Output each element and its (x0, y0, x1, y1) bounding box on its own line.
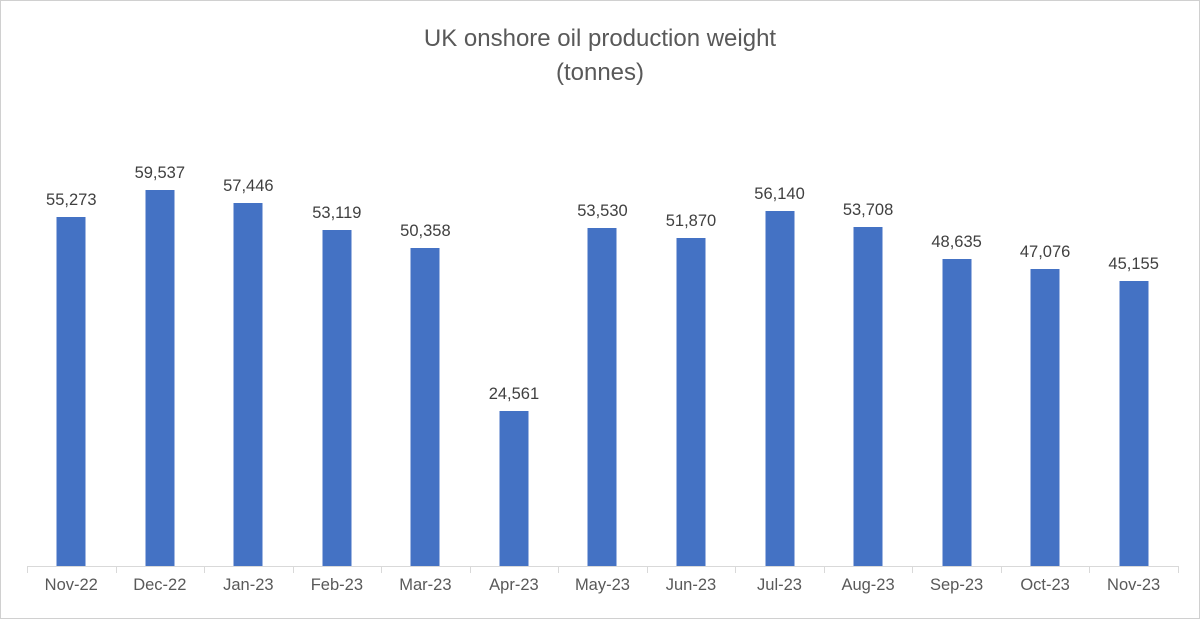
x-axis-label: Nov-22 (44, 576, 98, 594)
bar-Jul-23 (765, 211, 795, 566)
chart-title-block: UK onshore oil production weight (tonnes… (1, 22, 1199, 90)
x-axis-labels: Nov-22 Dec-22 Jan-23 Feb-23 Mar-23 Apr-23 May-… (27, 575, 1178, 595)
data-label: 55,273 (46, 191, 97, 209)
x-axis-tick (1178, 566, 1179, 573)
x-axis-tick (27, 566, 28, 573)
data-label: 24,561 (488, 385, 540, 403)
data-label: 56,140 (754, 185, 805, 203)
x-axis-label: Feb-23 (310, 576, 363, 594)
x-axis-line (27, 566, 1178, 567)
x-axis-label: May-23 (574, 576, 630, 594)
bar-column-May-23: 53,530 (558, 131, 647, 566)
bar-column-Nov-23: 45,155 (1089, 131, 1178, 566)
x-axis-tick (647, 566, 648, 573)
bar-column-Nov-22: 55,273 (27, 131, 116, 566)
x-axis-tick (116, 566, 117, 573)
data-label: 48,635 (931, 233, 982, 251)
data-label: 57,446 (223, 177, 274, 195)
data-label: 47,076 (1019, 243, 1071, 261)
chart-title: UK onshore oil production weight (423, 25, 777, 52)
data-label: 50,358 (400, 222, 451, 240)
bar-Oct-23 (1030, 269, 1060, 566)
x-axis-label: Dec-22 (133, 576, 187, 594)
plot-area: 55,273 59,537 57,446 53,119 50,358 24,561 53,5… (27, 131, 1178, 566)
bar-column-Mar-23: 50,358 (381, 131, 470, 566)
bar-column-Jul-23: 56,140 (735, 131, 824, 566)
x-axis-tick (204, 566, 205, 573)
x-axis-tick (381, 566, 382, 573)
x-axis-tick (1001, 566, 1002, 573)
x-axis-label: Nov-23 (1107, 576, 1161, 594)
x-axis-label: Apr-23 (489, 576, 539, 594)
data-label: 53,119 (312, 204, 362, 222)
x-axis-tick (293, 566, 294, 573)
bar-Apr-23 (499, 411, 529, 566)
chart-subtitle: (tonnes) (555, 59, 645, 86)
bar-May-23 (587, 228, 617, 566)
x-axis-label: Jul-23 (757, 576, 802, 594)
bar-Mar-23 (410, 248, 440, 566)
x-axis-label: Aug-23 (841, 576, 895, 594)
x-axis-label: Oct-23 (1020, 576, 1070, 594)
x-axis-label: Jan-23 (223, 576, 274, 594)
bar-column-Sep-23: 48,635 (912, 131, 1001, 566)
x-axis-label: Jun-23 (665, 576, 717, 594)
bar-Dec-22 (145, 190, 175, 566)
bar-Jun-23 (676, 238, 706, 566)
bar-column-Apr-23: 24,561 (470, 131, 559, 566)
bar-Jan-23 (233, 203, 263, 566)
x-axis-tick (824, 566, 825, 573)
bar-column-Aug-23: 53,708 (824, 131, 913, 566)
bar-column-Oct-23: 47,076 (1001, 131, 1090, 566)
bar-Nov-23 (1119, 281, 1149, 566)
x-axis-label: Sep-23 (929, 576, 984, 594)
bar-Aug-23 (853, 227, 883, 566)
x-axis-tick (558, 566, 559, 573)
data-label: 45,155 (1108, 255, 1159, 273)
x-axis-tick (912, 566, 913, 573)
data-label: 51,870 (665, 212, 717, 230)
x-axis-tick (1089, 566, 1090, 573)
data-label: 53,530 (577, 202, 628, 220)
data-label: 53,708 (842, 201, 894, 219)
bar-column-Feb-23: 53,119 (293, 131, 382, 566)
data-label: 59,537 (134, 164, 186, 182)
bar-column-Jan-23: 57,446 (204, 131, 293, 566)
x-axis-ticks (27, 566, 1179, 573)
x-axis-label: Mar-23 (399, 576, 452, 594)
bar-column-Dec-22: 59,537 (116, 131, 205, 566)
x-axis-tick (735, 566, 736, 573)
bar-column-Jun-23: 51,870 (647, 131, 736, 566)
bar-Feb-23 (322, 230, 352, 566)
x-axis-tick (470, 566, 471, 573)
bar-Nov-22 (56, 217, 86, 566)
bar-Sep-23 (942, 259, 972, 566)
